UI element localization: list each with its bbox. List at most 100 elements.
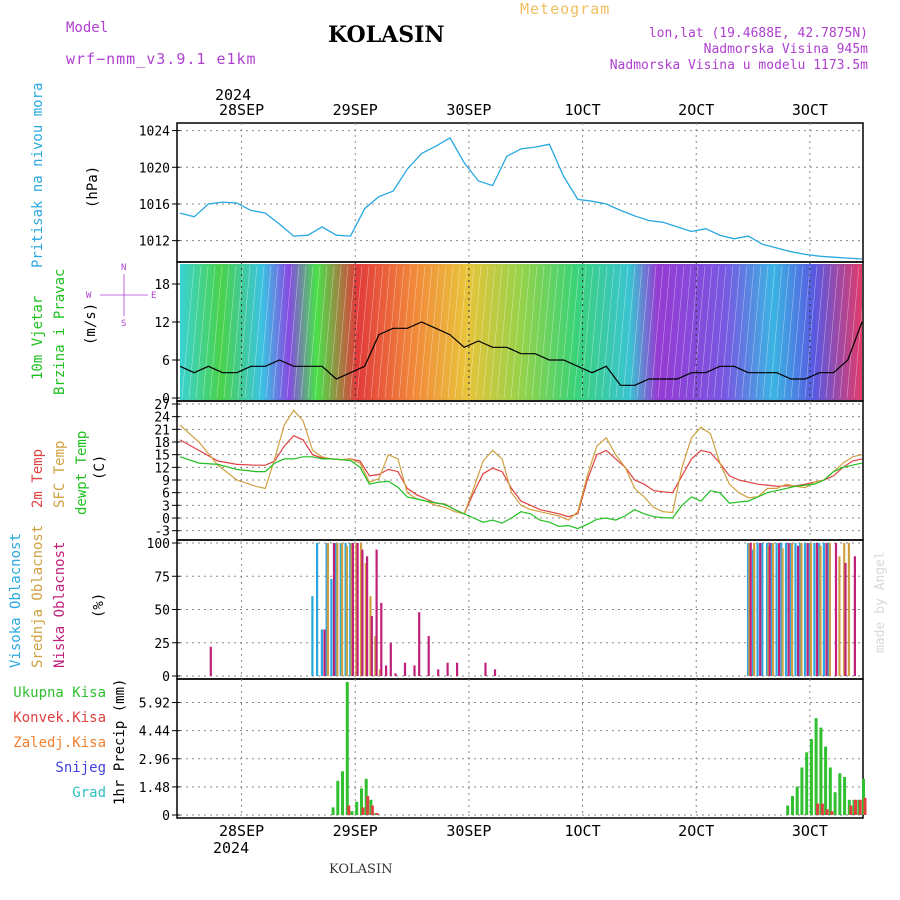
wind-barb-stroke [734,265,748,399]
wind-barb-stroke [181,265,195,399]
time-label-top: 30SEP [446,101,491,119]
elevation-label: Nadmorska Visina 945m [703,42,868,57]
cloud-bar [747,543,750,676]
cloud-bar [311,596,314,676]
cloud-bar [749,543,752,676]
precip-bar [824,746,828,815]
y-tick-label: 50 [154,604,170,619]
model-elevation-label: Nadmorska Visina u modelu 1173.5m [609,58,868,73]
y-tick-label: 6 [162,354,170,369]
y-tick-label: 27 [154,398,170,413]
wind-barb-stroke [846,265,860,399]
cloud-bar [323,629,326,676]
wind-barb-stroke [804,265,818,399]
wind-barb-stroke [538,265,552,399]
wind-barb-stroke [517,265,531,399]
precip-bar [863,797,867,815]
wind-barb-stroke [405,265,419,399]
cloud-bar [403,662,407,676]
y-tick-label: 0 [162,392,170,407]
wind-barb-stroke [741,265,755,399]
time-label-top: 29SEP [333,101,378,119]
precip-bar [786,805,790,815]
cloud-label-mid: Srednja Oblacnost [30,525,46,668]
cloud-bar [799,543,802,676]
precip-bar [345,682,349,815]
wind-barb-stroke [601,265,615,399]
wind-barb-stroke [237,265,251,399]
model-label: Model [66,20,109,36]
wind-barb-stroke [622,265,636,399]
wind-barb-stroke [279,265,293,399]
wind-barb-stroke [552,265,566,399]
precip-bar [814,718,818,815]
wind-barb-stroke [720,265,734,399]
cloud-bar [320,629,323,676]
wind-barb-stroke [209,265,223,399]
wind-barb-stroke [636,265,650,399]
wind-barb-stroke [769,265,783,399]
wind-label-2: Brzina i Pravac [52,269,68,395]
cloud-bar [756,543,759,676]
cloud-bar [808,543,811,676]
precip-bar [331,807,335,815]
wind-barb-stroke [853,265,867,399]
wind-barb-stroke [335,265,349,399]
cloud-bar [332,543,336,676]
y-tick-label: 6 [162,487,170,502]
precip-bar [336,780,340,815]
precip-bar [816,803,820,815]
pressure-unit: (hPa) [85,166,101,208]
wind-barb-stroke [503,265,517,399]
compass-e: E [151,291,156,301]
cloud-bar [813,543,816,676]
cloud-unit: (%) [91,593,107,618]
cloud-label-low: Niska Oblacnost [52,542,68,668]
wind-barb-stroke [713,265,727,399]
time-label-top: 2OCT [678,101,714,119]
wind-barb-stroke [265,265,279,399]
wind-barb-stroke [391,265,405,399]
y-tick-label: 4.44 [139,725,170,740]
cloud-bar [413,665,416,676]
wind-barb-stroke [412,265,426,399]
cloud-bar [784,543,788,676]
cloud-bar [818,543,821,676]
cloud-bar [780,543,783,676]
wind-barb-stroke [615,265,629,399]
precip-bar [809,739,813,815]
precip-bar [833,792,837,815]
y-tick-label: 75 [154,570,170,585]
wind-barb-stroke [454,265,468,399]
wind-barb-stroke [419,265,433,399]
precip-bar [828,767,832,815]
y-tick-label: 18 [154,436,170,451]
cloud-bar [456,662,459,676]
y-tick-label: 1.48 [139,781,170,796]
wind-barb-stroke [447,265,461,399]
cloud-bar [834,543,838,676]
cloud-bar [341,543,344,676]
precip-legend-item: Konvek.Kisa [13,710,106,726]
wind-barb-stroke [832,265,846,399]
precip-bar [843,777,847,815]
cloud-bar [759,543,762,676]
time-label-bottom: 1OCT [565,822,601,840]
wind-barb-stroke [195,265,209,399]
wind-barb-stroke [573,265,587,399]
cloud-bar [369,596,372,676]
y-tick-label: 0 [162,809,170,824]
wind-barbs-field [180,264,862,400]
y-tick-label: 24 [154,411,170,426]
wind-barb-stroke [398,265,412,399]
cloud-bar [819,545,822,676]
cloud-bar [789,543,792,676]
wind-barb-stroke [496,265,510,399]
wind-barb-stroke [188,265,202,399]
wind-speed-line [179,321,863,386]
cloud-bar [770,543,773,676]
compass-rose: N E S W [86,263,156,329]
pressure-label: Pritisak na nivou mora [30,83,46,268]
wind-barb-stroke [594,265,608,399]
